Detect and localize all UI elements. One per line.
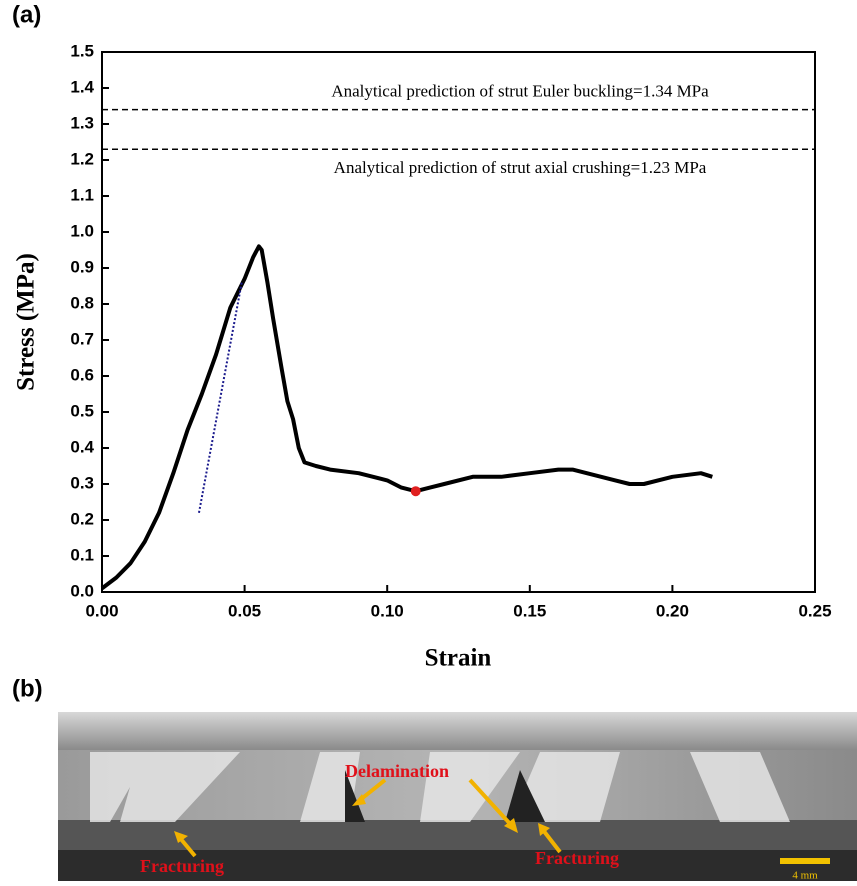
fit-line	[197, 282, 243, 513]
y-tick-label: 0.5	[70, 401, 94, 420]
y-tick-label: 0.4	[70, 437, 94, 456]
x-tick-label: 0.15	[513, 601, 546, 620]
x-tick-label: 0.20	[656, 601, 689, 620]
y-tick-label: 1.4	[70, 77, 94, 96]
scale-bar-label: 4 mm	[792, 870, 818, 881]
x-tick-label: 0.25	[798, 601, 831, 620]
photo-annotation: Fracturing	[535, 848, 619, 868]
y-tick-label: 0.8	[70, 293, 94, 312]
y-tick-label: 0.1	[70, 545, 94, 564]
y-tick-label: 1.3	[70, 113, 94, 132]
reference-label: Analytical prediction of strut Euler buc…	[331, 82, 709, 101]
y-tick-label: 0.7	[70, 329, 94, 348]
y-tick-label: 1.2	[70, 149, 94, 168]
photo	[58, 712, 857, 881]
y-tick-label: 0.3	[70, 473, 94, 492]
y-tick-label: 1.0	[70, 221, 94, 240]
x-tick-label: 0.05	[228, 601, 261, 620]
y-tick-label: 0.6	[70, 365, 94, 384]
x-tick-label: 0.10	[371, 601, 404, 620]
y-tick-label: 1.5	[70, 41, 94, 60]
x-axis-label: Strain	[425, 645, 492, 672]
x-tick-label: 0.00	[85, 601, 118, 620]
panel-label: (b)	[12, 675, 43, 702]
data-line	[100, 244, 713, 590]
y-axis-label: Stress (MPa)	[13, 253, 40, 391]
y-tick-label: 0.0	[70, 581, 94, 600]
reference-label: Analytical prediction of strut axial cru…	[334, 158, 707, 177]
y-tick-label: 1.1	[70, 185, 94, 204]
marker	[410, 486, 421, 497]
panel-label: (a)	[12, 1, 41, 28]
photo-annotation: Delamination	[345, 761, 449, 781]
photo-annotation: Fracturing	[140, 856, 224, 876]
y-tick-label: 0.9	[70, 257, 94, 276]
plot-frame	[101, 51, 816, 593]
y-tick-label: 0.2	[70, 509, 94, 528]
